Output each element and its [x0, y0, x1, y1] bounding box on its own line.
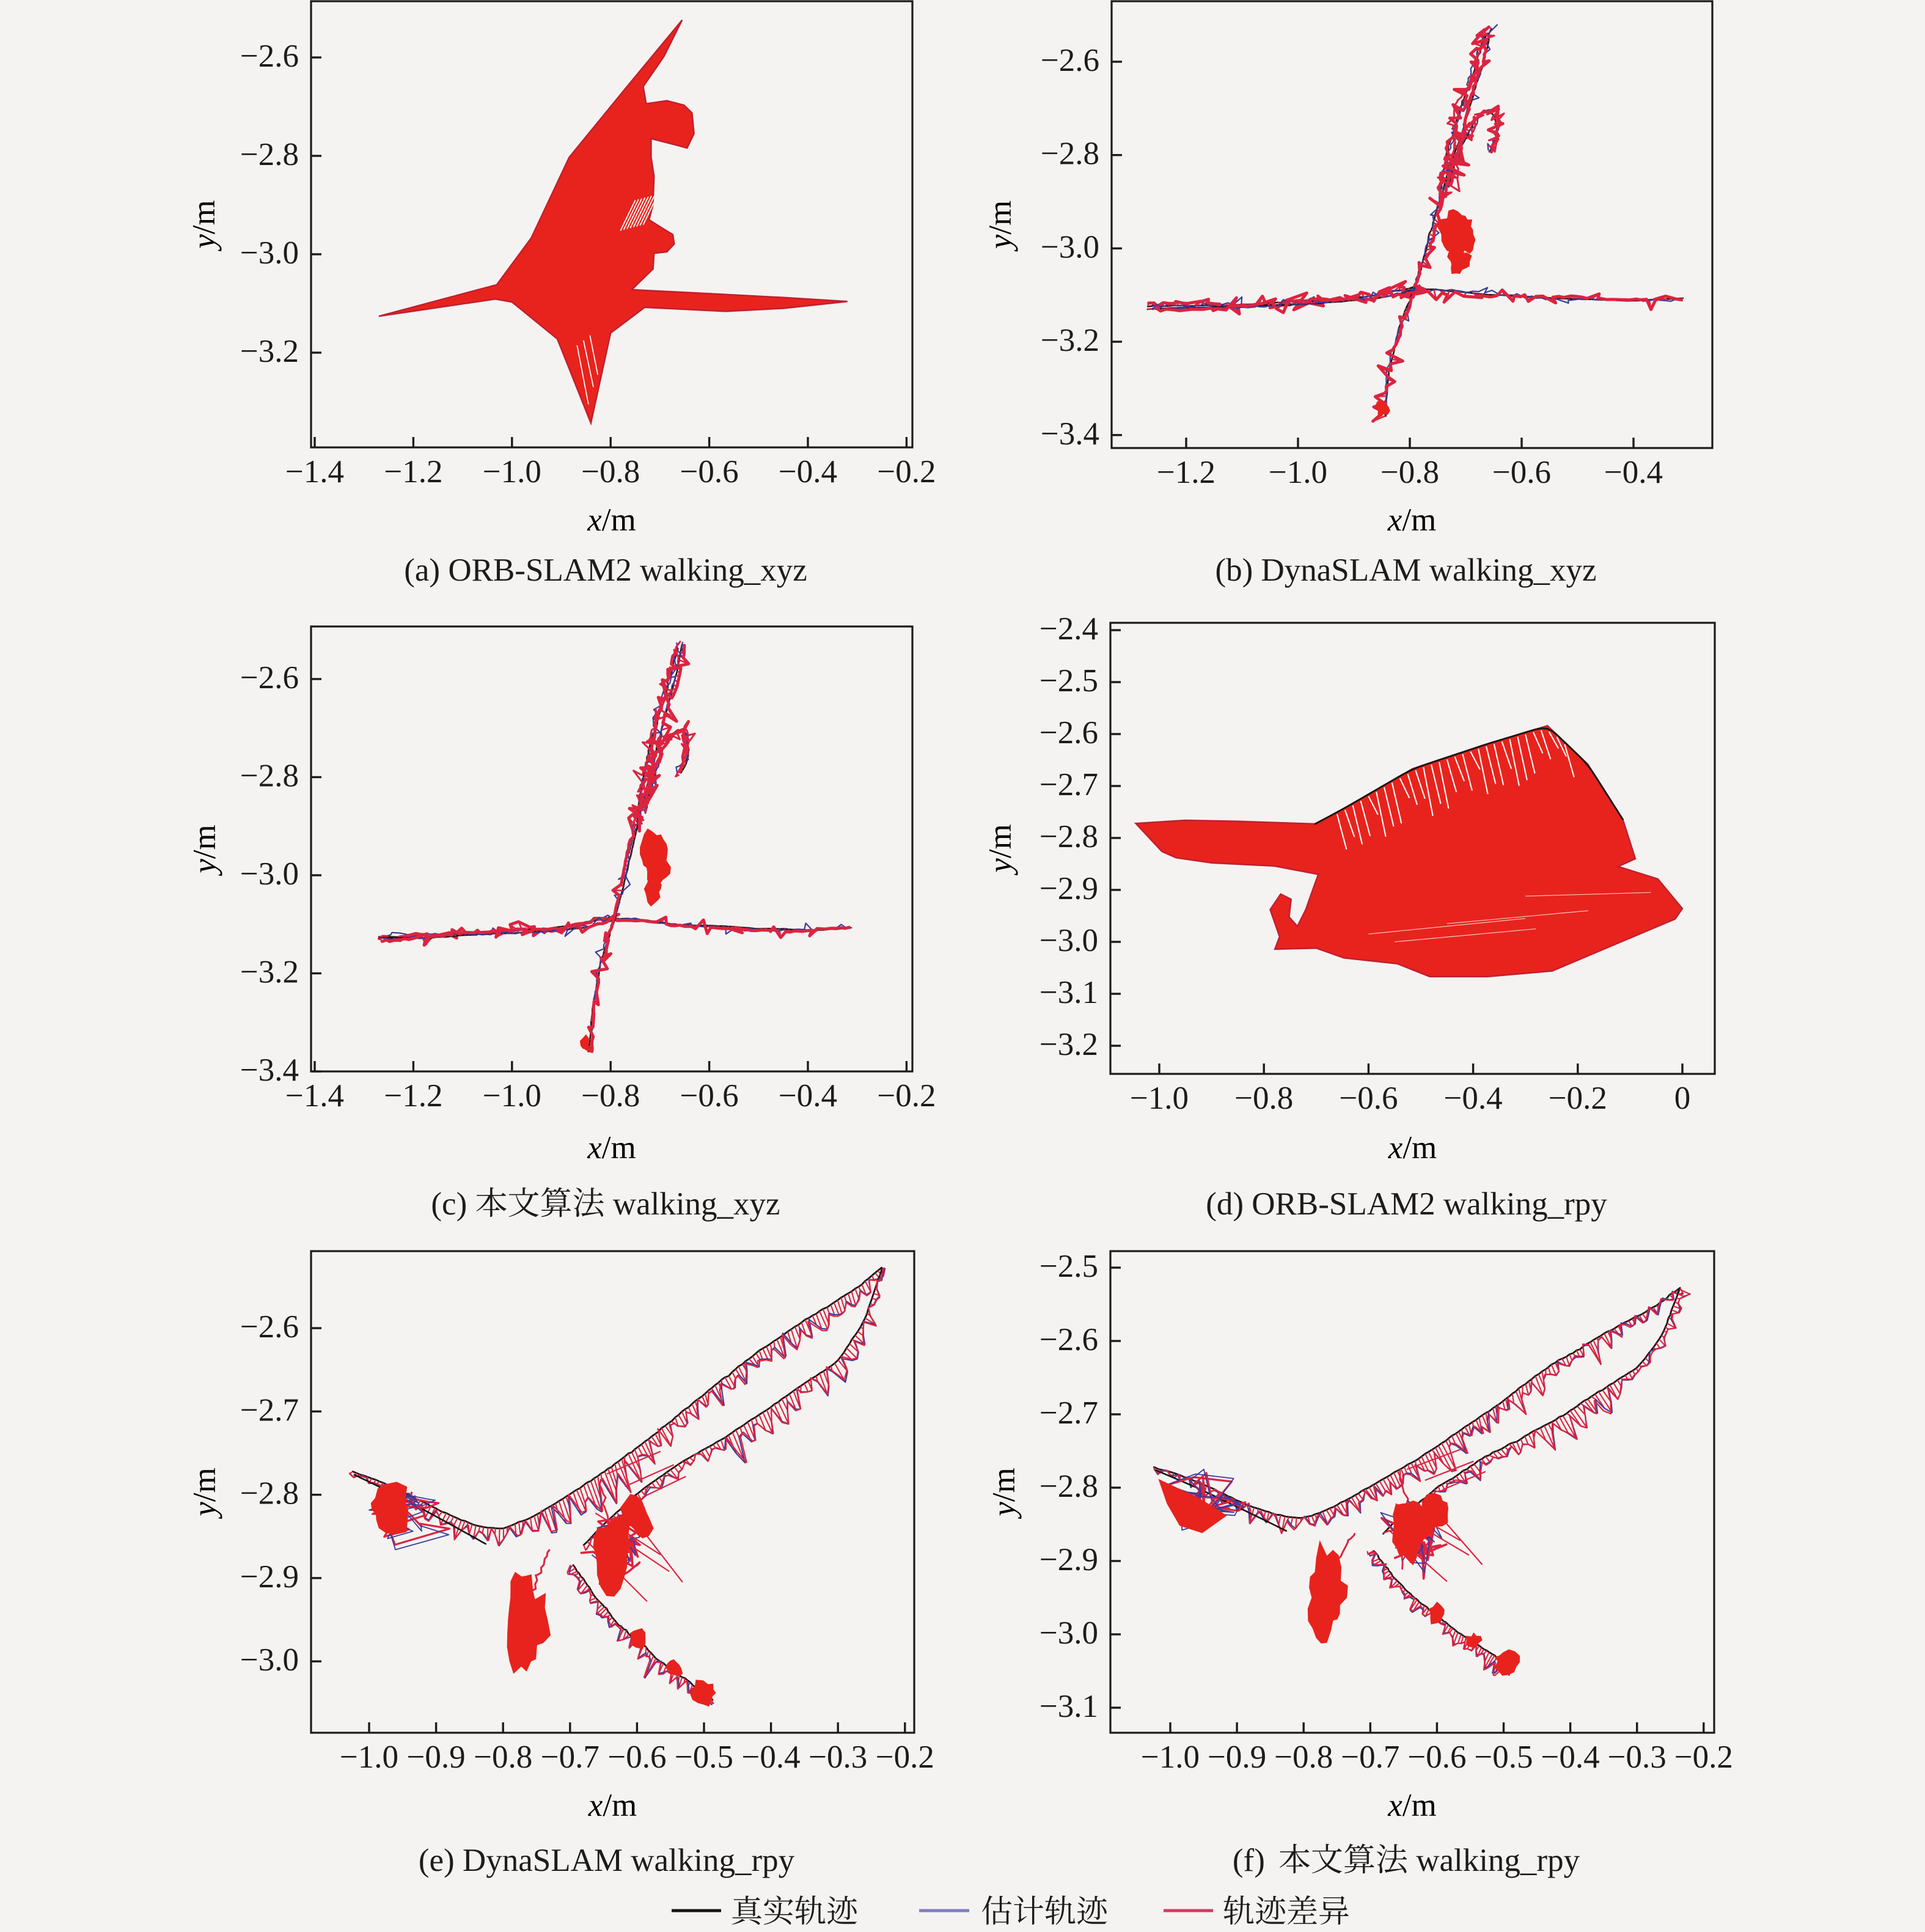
svg-text:−3.0: −3.0	[1041, 229, 1099, 265]
svg-text:−2.6: −2.6	[1040, 715, 1098, 751]
svg-text:walking_xyz: walking_xyz	[613, 1186, 780, 1222]
svg-text:x/m: x/m	[1388, 1130, 1437, 1166]
svg-text:−1.0: −1.0	[340, 1739, 398, 1775]
svg-text:−0.6: −0.6	[1492, 455, 1551, 490]
svg-text:−0.6: −0.6	[1407, 1739, 1466, 1775]
svg-text:−0.5: −0.5	[675, 1739, 733, 1775]
svg-text:0: 0	[1674, 1081, 1691, 1116]
svg-text:−0.3: −0.3	[1608, 1739, 1667, 1775]
svg-text:−3.4: −3.4	[1041, 416, 1099, 452]
svg-text:−1.0: −1.0	[1141, 1739, 1200, 1775]
svg-text:−0.9: −0.9	[407, 1739, 466, 1775]
svg-text:−2.4: −2.4	[1040, 611, 1098, 647]
svg-text:(d) ORB-SLAM2 walking_rpy: (d) ORB-SLAM2 walking_rpy	[1206, 1186, 1607, 1222]
svg-text:−0.2: −0.2	[877, 1078, 936, 1114]
svg-text:−3.0: −3.0	[240, 235, 299, 271]
svg-text:−3.0: −3.0	[1040, 1615, 1098, 1651]
svg-text:−0.2: −0.2	[1549, 1081, 1607, 1116]
svg-text:−1.4: −1.4	[285, 454, 344, 490]
svg-text:−3.0: −3.0	[1040, 923, 1098, 958]
svg-text:−2.8: −2.8	[1040, 1469, 1098, 1504]
svg-text:−0.8: −0.8	[1234, 1081, 1293, 1116]
svg-text:y/m: y/m	[187, 825, 222, 876]
svg-text:(f): (f)	[1233, 1843, 1265, 1878]
svg-text:(a) ORB-SLAM2 walking_xyz: (a) ORB-SLAM2 walking_xyz	[404, 553, 807, 588]
svg-text:−0.6: −0.6	[1339, 1081, 1398, 1116]
svg-text:−3.0: −3.0	[240, 1642, 299, 1678]
svg-text:−2.8: −2.8	[1040, 819, 1098, 854]
svg-text:(c): (c)	[431, 1186, 467, 1222]
svg-text:−0.4: −0.4	[1541, 1739, 1600, 1775]
svg-text:−0.4: −0.4	[1444, 1081, 1503, 1116]
svg-text:−0.4: −0.4	[779, 1078, 837, 1114]
svg-text:−3.0: −3.0	[240, 856, 299, 892]
svg-text:−2.6: −2.6	[240, 1309, 299, 1345]
svg-text:−3.1: −3.1	[1040, 1689, 1098, 1724]
svg-text:−2.8: −2.8	[240, 1476, 299, 1511]
svg-text:−2.6: −2.6	[1041, 43, 1099, 78]
svg-text:−0.6: −0.6	[680, 454, 739, 490]
svg-text:(e) DynaSLAM walking_rpy: (e) DynaSLAM walking_rpy	[419, 1843, 795, 1878]
svg-text:−0.4: −0.4	[742, 1739, 801, 1775]
svg-text:−0.3: −0.3	[809, 1739, 867, 1775]
svg-text:−2.8: −2.8	[1041, 136, 1099, 172]
svg-text:−0.2: −0.2	[1674, 1739, 1733, 1775]
svg-text:−3.2: −3.2	[240, 955, 299, 990]
svg-text:−0.2: −0.2	[876, 1739, 934, 1775]
svg-text:−2.8: −2.8	[240, 137, 299, 172]
svg-text:−1.2: −1.2	[384, 1078, 442, 1114]
svg-text:−2.8: −2.8	[240, 758, 299, 794]
svg-text:−2.7: −2.7	[1040, 767, 1098, 803]
svg-text:−2.9: −2.9	[240, 1559, 299, 1595]
svg-text:y/m: y/m	[186, 200, 222, 251]
svg-text:−2.6: −2.6	[240, 39, 299, 74]
svg-text:−0.8: −0.8	[581, 1078, 640, 1114]
svg-text:y/m: y/m	[187, 1467, 222, 1519]
svg-text:−1.0: −1.0	[483, 1078, 541, 1114]
svg-text:−0.7: −0.7	[541, 1739, 600, 1775]
svg-text:y/m: y/m	[983, 200, 1018, 252]
svg-text:−0.4: −0.4	[1604, 455, 1663, 490]
svg-text:(b) DynaSLAM walking_xyz: (b) DynaSLAM walking_xyz	[1215, 553, 1596, 588]
svg-text:−1.2: −1.2	[1157, 455, 1216, 490]
svg-text:y/m: y/m	[986, 1467, 1022, 1519]
svg-text:−3.1: −3.1	[1040, 975, 1098, 1010]
svg-text:−2.7: −2.7	[240, 1392, 299, 1428]
svg-text:−1.0: −1.0	[1130, 1081, 1189, 1116]
svg-text:x/m: x/m	[587, 1130, 636, 1166]
svg-text:−0.7: −0.7	[1341, 1739, 1399, 1775]
svg-text:−0.8: −0.8	[581, 454, 640, 490]
svg-text:−0.2: −0.2	[877, 454, 936, 490]
svg-text:−1.0: −1.0	[1269, 455, 1327, 490]
svg-text:−0.6: −0.6	[680, 1078, 739, 1114]
svg-text:x/m: x/m	[1387, 1788, 1436, 1823]
svg-text:−1.0: −1.0	[483, 454, 541, 490]
svg-text:−3.4: −3.4	[240, 1052, 299, 1088]
svg-text:y/m: y/m	[983, 824, 1018, 875]
svg-text:−2.5: −2.5	[1040, 663, 1098, 699]
svg-text:−2.9: −2.9	[1040, 1542, 1098, 1578]
svg-text:−2.6: −2.6	[240, 660, 299, 696]
svg-text:walking_rpy: walking_rpy	[1416, 1843, 1580, 1878]
svg-text:−3.2: −3.2	[240, 334, 299, 369]
svg-text:−3.2: −3.2	[1040, 1027, 1098, 1062]
svg-text:x/m: x/m	[587, 502, 636, 538]
svg-text:−2.9: −2.9	[1040, 871, 1098, 906]
svg-text:−0.5: −0.5	[1474, 1739, 1533, 1775]
svg-text:−2.7: −2.7	[1040, 1395, 1098, 1431]
svg-text:−0.8: −0.8	[1380, 455, 1439, 490]
svg-text:−0.8: −0.8	[1274, 1739, 1333, 1775]
svg-text:−3.2: −3.2	[1041, 323, 1099, 358]
svg-text:−0.8: −0.8	[474, 1739, 532, 1775]
svg-text:−0.4: −0.4	[779, 454, 837, 490]
svg-text:−0.6: −0.6	[607, 1739, 666, 1775]
svg-text:−1.2: −1.2	[384, 454, 442, 490]
svg-text:x/m: x/m	[588, 1788, 637, 1823]
svg-text:−2.6: −2.6	[1040, 1322, 1098, 1357]
svg-text:−0.9: −0.9	[1208, 1739, 1266, 1775]
svg-text:x/m: x/m	[1387, 502, 1436, 538]
svg-text:−2.5: −2.5	[1040, 1249, 1098, 1284]
svg-text:−1.4: −1.4	[285, 1078, 344, 1114]
